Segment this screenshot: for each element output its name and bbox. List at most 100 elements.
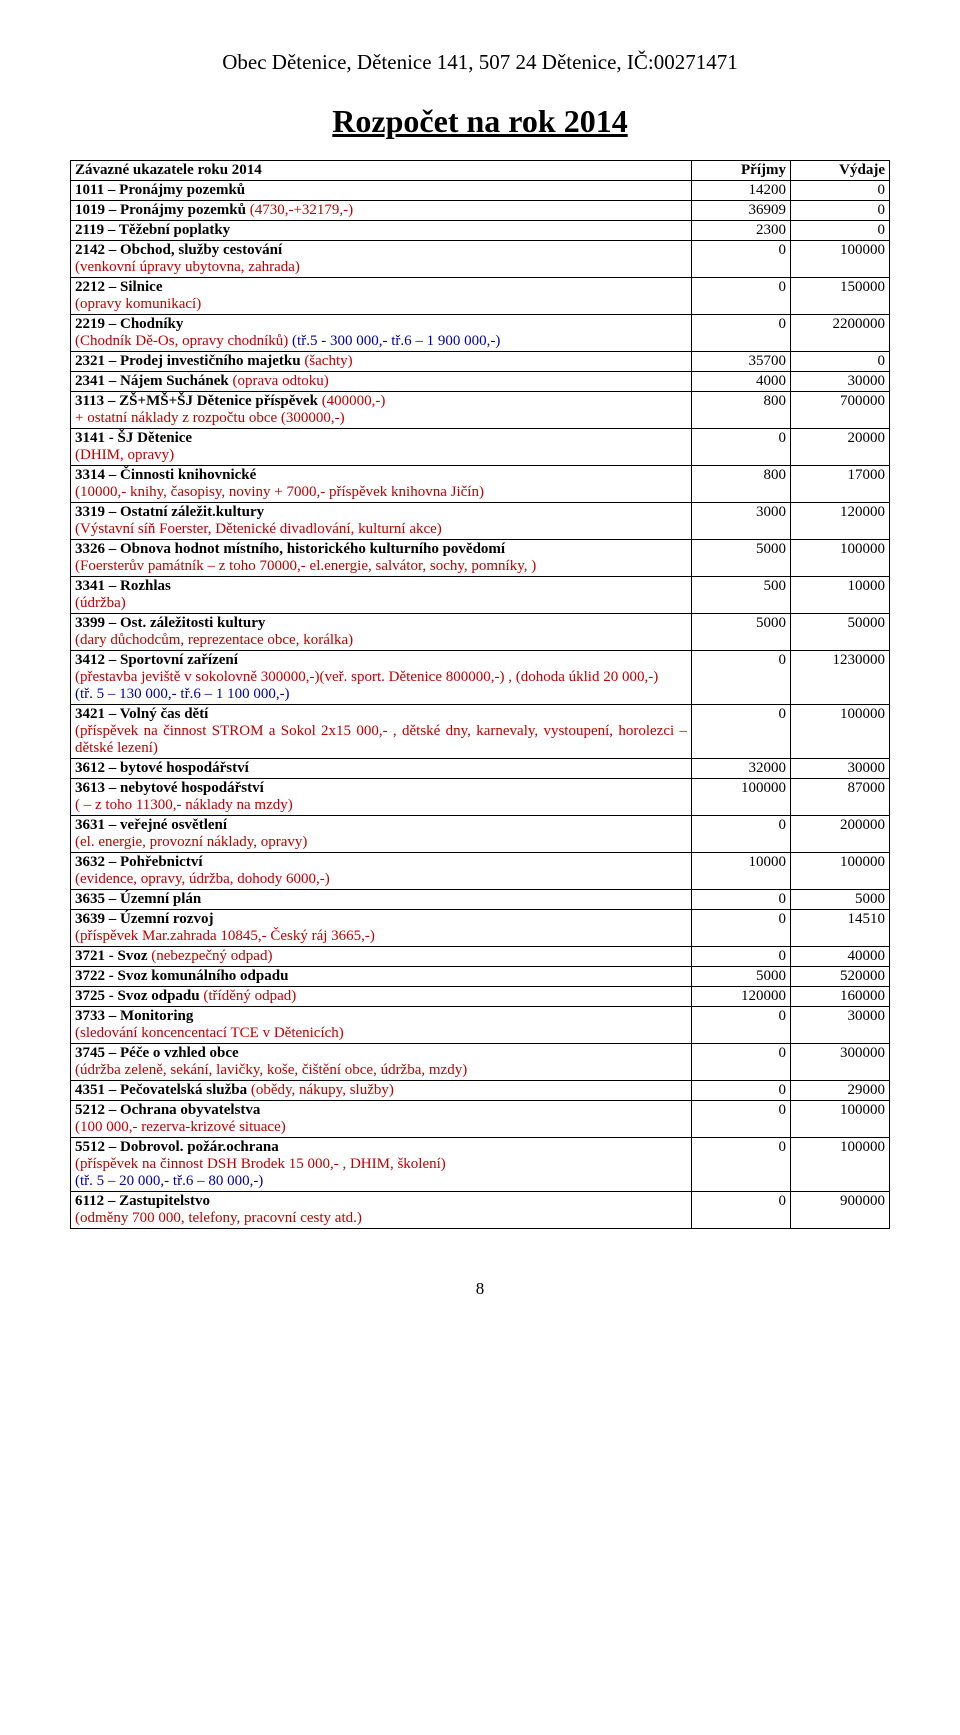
row-label: 3421 – Volný čas dětí [75,706,208,722]
table-row: 3725 - Svoz odpadu (tříděný odpad) 12000… [71,987,890,1007]
row-expense: 0 [791,201,890,221]
row-detail: (tříděný odpad) [203,988,296,1004]
budget-table: Závazné ukazatele roku 2014 Příjmy Výdaj… [70,160,890,1229]
table-row: 3733 – Monitoring(sledování koncencentac… [71,1007,890,1044]
row-expense: 30000 [791,759,890,779]
page-number: 8 [70,1279,890,1299]
row-class: (tř. 5 – 20 000,- tř.6 – 80 000,-) [75,1173,263,1189]
row-income: 120000 [692,987,791,1007]
row-expense: 100000 [791,705,890,759]
row-label: 2219 – Chodníky [75,316,183,332]
row-expense: 100000 [791,540,890,577]
row-expense: 17000 [791,466,890,503]
table-row: 3639 – Územní rozvoj(příspěvek Mar.zahra… [71,910,890,947]
table-row: 3631 – veřejné osvětlení(el. energie, pr… [71,816,890,853]
table-row: 3326 – Obnova hodnot místního, historick… [71,540,890,577]
row-income: 0 [692,890,791,910]
table-row: 3399 – Ost. záležitosti kultury(dary důc… [71,614,890,651]
row-label: 4351 – Pečovatelská služba [75,1082,251,1098]
row-income: 0 [692,947,791,967]
row-income: 0 [692,241,791,278]
table-row: 5512 – Dobrovol. požár.ochrana(příspěvek… [71,1138,890,1192]
row-detail: (Výstavní síň Foerster, Dětenické divadl… [75,521,442,537]
table-row: 3632 – Pohřebnictví(evidence, opravy, úd… [71,853,890,890]
row-detail: (údržba) [75,595,126,611]
row-income: 0 [692,278,791,315]
row-label: 3613 – nebytové hospodářství [75,780,264,796]
row-income: 3000 [692,503,791,540]
table-row: 6112 – Zastupitelstvo(odměny 700 000, te… [71,1192,890,1229]
row-label: 3612 – bytové hospodářství [75,760,249,776]
table-row: 3721 - Svoz (nebezpečný odpad) 0 40000 [71,947,890,967]
org-header: Obec Dětenice, Dětenice 141, 507 24 Děte… [70,50,890,75]
row-income: 32000 [692,759,791,779]
row-label: 3141 - ŠJ Dětenice [75,430,192,446]
row-label: 2119 – Těžební poplatky [75,222,230,238]
row-detail: (el. energie, provozní náklady, opravy) [75,834,307,850]
table-row: 3635 – Územní plán 0 5000 [71,890,890,910]
row-income: 0 [692,1192,791,1229]
row-expense: 5000 [791,890,890,910]
row-detail: (10000,- knihy, časopisy, noviny + 7000,… [75,484,484,500]
table-header-row: Závazné ukazatele roku 2014 Příjmy Výdaj… [71,161,890,181]
row-income: 100000 [692,779,791,816]
row-label: 2321 – Prodej investičního majetku [75,353,304,369]
row-label: 2212 – Silnice [75,279,163,295]
row-detail: (šachty) [304,353,352,369]
table-row: 2142 – Obchod, služby cestování(venkovní… [71,241,890,278]
table-row: 3613 – nebytové hospodářství( – z toho 1… [71,779,890,816]
row-expense: 2200000 [791,315,890,352]
row-label: 2142 – Obchod, služby cestování [75,242,282,258]
row-detail: (DHIM, opravy) [75,447,174,463]
row-income: 0 [692,1044,791,1081]
table-row: 3722 - Svoz komunálního odpadu 5000 5200… [71,967,890,987]
row-detail: (400000,-) [322,393,386,409]
row-label: 6112 – Zastupitelstvo [75,1193,210,1209]
row-detail: (údržba zeleně, sekání, lavičky, koše, č… [75,1062,467,1078]
table-row: 3319 – Ostatní záležit.kultury(Výstavní … [71,503,890,540]
table-row: 2341 – Nájem Suchánek (oprava odtoku) 40… [71,372,890,392]
row-expense: 30000 [791,1007,890,1044]
row-detail: (evidence, opravy, údržba, dohody 6000,-… [75,871,330,887]
row-income: 5000 [692,614,791,651]
row-expense: 87000 [791,779,890,816]
row-detail: (sledování koncencentací TCE v Dětenicíc… [75,1025,344,1041]
row-income: 0 [692,429,791,466]
row-detail: (venkovní úpravy ubytovna, zahrada) [75,259,300,275]
table-row: 3314 – Činnosti knihovnické(10000,- knih… [71,466,890,503]
row-income: 0 [692,651,791,705]
row-label: 3733 – Monitoring [75,1008,193,1024]
row-label: 3639 – Územní rozvoj [75,911,213,927]
row-detail: (příspěvek na činnost STROM a Sokol 2x15… [75,723,687,756]
table-row: 4351 – Pečovatelská služba (obědy, nákup… [71,1081,890,1101]
table-row: 3421 – Volný čas dětí(příspěvek na činno… [71,705,890,759]
row-expense: 50000 [791,614,890,651]
row-expense: 0 [791,181,890,201]
row-income: 10000 [692,853,791,890]
row-income: 0 [692,1138,791,1192]
row-detail: + ostatní náklady z rozpočtu obce (30000… [75,410,345,426]
row-detail: (obědy, nákupy, služby) [251,1082,394,1098]
row-label: 3326 – Obnova hodnot místního, historick… [75,541,505,557]
row-expense: 0 [791,221,890,241]
row-expense: 30000 [791,372,890,392]
table-row: 2321 – Prodej investičního majetku (šach… [71,352,890,372]
row-label: 3635 – Územní plán [75,891,201,907]
row-detail: (Foersterův památník – z toho 70000,- el… [75,558,536,574]
row-expense: 29000 [791,1081,890,1101]
row-detail: (odměny 700 000, telefony, pracovní cest… [75,1210,362,1226]
row-income: 500 [692,577,791,614]
row-expense: 14510 [791,910,890,947]
table-row: 2219 – Chodníky(Chodník Dě-Os, opravy ch… [71,315,890,352]
row-expense: 200000 [791,816,890,853]
row-income: 0 [692,1007,791,1044]
row-label: 1019 – Pronájmy pozemků [75,202,250,218]
row-income: 5000 [692,967,791,987]
row-expense: 300000 [791,1044,890,1081]
row-income: 0 [692,816,791,853]
row-label: 3113 – ZŠ+MŠ+ŠJ Dětenice příspěvek [75,393,322,409]
row-detail: (4730,-+32179,-) [250,202,353,218]
row-label: 3412 – Sportovní zařízení [75,652,238,668]
row-income: 35700 [692,352,791,372]
row-label: 3319 – Ostatní záležit.kultury [75,504,264,520]
